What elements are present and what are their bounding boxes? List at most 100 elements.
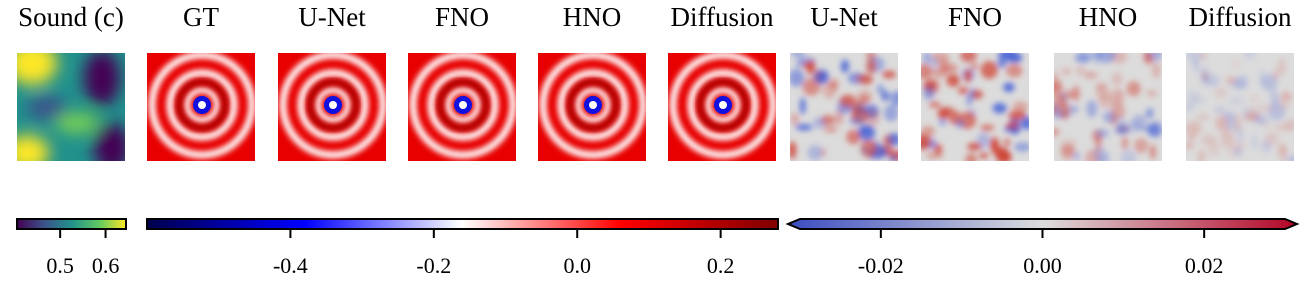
noise-blob: [1008, 110, 1027, 121]
noise-blob: [957, 86, 969, 95]
noise-blob: [1234, 146, 1243, 157]
noise-blob: [1114, 124, 1130, 135]
noise-blob: [1186, 142, 1195, 150]
noise-blob: [1134, 138, 1149, 154]
noise-blob: [946, 74, 960, 87]
field: [278, 53, 386, 161]
noise-blob: [939, 106, 955, 115]
panel-title: HNO: [563, 2, 622, 32]
panel-image: [5, 41, 130, 173]
noise-blob: [1054, 70, 1059, 82]
noise-blob: [1111, 88, 1125, 106]
noise-blob: [1126, 81, 1141, 97]
panel-title: GT: [183, 2, 219, 32]
noise-blob: [1095, 128, 1110, 138]
noise-blob: [790, 141, 797, 160]
panel-image: [1186, 53, 1294, 161]
noise-blob: [1261, 74, 1278, 92]
tick-label: -0.4: [273, 253, 308, 278]
noise-blob: [921, 125, 935, 138]
noise-blob: [1061, 68, 1071, 75]
noise-blob: [849, 116, 865, 126]
noise-blob: [1075, 65, 1086, 76]
panel-title: U-Net: [810, 2, 878, 32]
panel-title: FNO: [948, 2, 1002, 32]
noise-blob: [791, 53, 805, 58]
tick-label: -0.2: [416, 253, 451, 278]
noise-blob: [855, 74, 873, 84]
tick-label: 0.02: [1185, 253, 1224, 278]
noise-blob: [1111, 72, 1123, 86]
noise-blob: [1232, 59, 1239, 68]
noise-blob: [1250, 133, 1258, 150]
noise-blob: [934, 143, 943, 155]
field: [408, 53, 516, 161]
noise-blob: [855, 103, 868, 116]
noise-blob: [1002, 53, 1020, 63]
noise-blob: [839, 94, 857, 108]
colorbar: [785, 218, 1300, 230]
noise-blob: [1197, 149, 1206, 161]
noise-blob: [1110, 102, 1125, 119]
noise-blob: [1003, 126, 1019, 133]
noise-blob: [840, 59, 850, 73]
panel-title: Sound (c): [18, 2, 124, 32]
noise-blob: [846, 129, 861, 145]
noise-blob: [1275, 122, 1293, 132]
panel-image: [668, 53, 776, 161]
noise-blob: [1186, 90, 1200, 101]
noise-blob: [923, 86, 935, 100]
noise-blob: [1059, 102, 1071, 120]
field: [668, 53, 776, 161]
noise-blob: [1073, 151, 1081, 161]
noise-blob: [1277, 143, 1288, 155]
noise-blob: [1198, 53, 1208, 61]
noise-blob: [820, 148, 827, 157]
noise-blob: [1097, 152, 1111, 161]
noise-blob: [1244, 53, 1256, 59]
noise-blob: [1054, 103, 1058, 116]
tick-label: 0.00: [1023, 253, 1062, 278]
noise-blob: [1249, 95, 1258, 103]
noise-blob: [1149, 144, 1157, 160]
noise-blob: [978, 152, 989, 159]
noise-blob: [799, 97, 806, 115]
noise-blob: [1146, 90, 1158, 97]
noise-blob: [813, 116, 826, 129]
noise-blob: [1227, 95, 1246, 107]
noise-blob: [1054, 83, 1064, 98]
noise-blob: [1021, 116, 1029, 130]
panel-image: [1054, 53, 1162, 161]
noise: [921, 53, 1029, 161]
noise-blob: [1215, 115, 1229, 132]
noise-blob: [890, 90, 898, 107]
noise-blob: [1200, 133, 1216, 145]
noise-blob: [1199, 65, 1209, 84]
noise-blob: [1186, 121, 1202, 136]
noise-blob: [864, 109, 880, 127]
noise-blob: [965, 153, 977, 161]
noise-blob: [860, 145, 869, 155]
noise-blob: [1060, 139, 1077, 153]
noise-blob: [971, 62, 978, 70]
noise-blob: [980, 124, 995, 132]
noise-blob: [1214, 106, 1226, 114]
noise-blob: [1006, 63, 1023, 78]
field: [5, 41, 130, 173]
noise-blob: [1094, 85, 1111, 100]
panel-image: [538, 53, 646, 161]
noise: [1186, 53, 1294, 161]
noise-blob: [1281, 90, 1291, 101]
panel-title: U-Net: [298, 2, 366, 32]
noise-blob: [1186, 53, 1204, 63]
noise-blob: [1098, 53, 1116, 63]
noise-blob: [882, 134, 893, 149]
noise-blob: [1220, 129, 1234, 147]
noise-blob: [928, 101, 941, 108]
panel-image: [921, 53, 1029, 161]
noise-blob: [1072, 85, 1081, 102]
noise-blob: [1192, 59, 1200, 72]
panel-title: FNO: [435, 2, 489, 32]
noise-blob: [876, 84, 885, 94]
